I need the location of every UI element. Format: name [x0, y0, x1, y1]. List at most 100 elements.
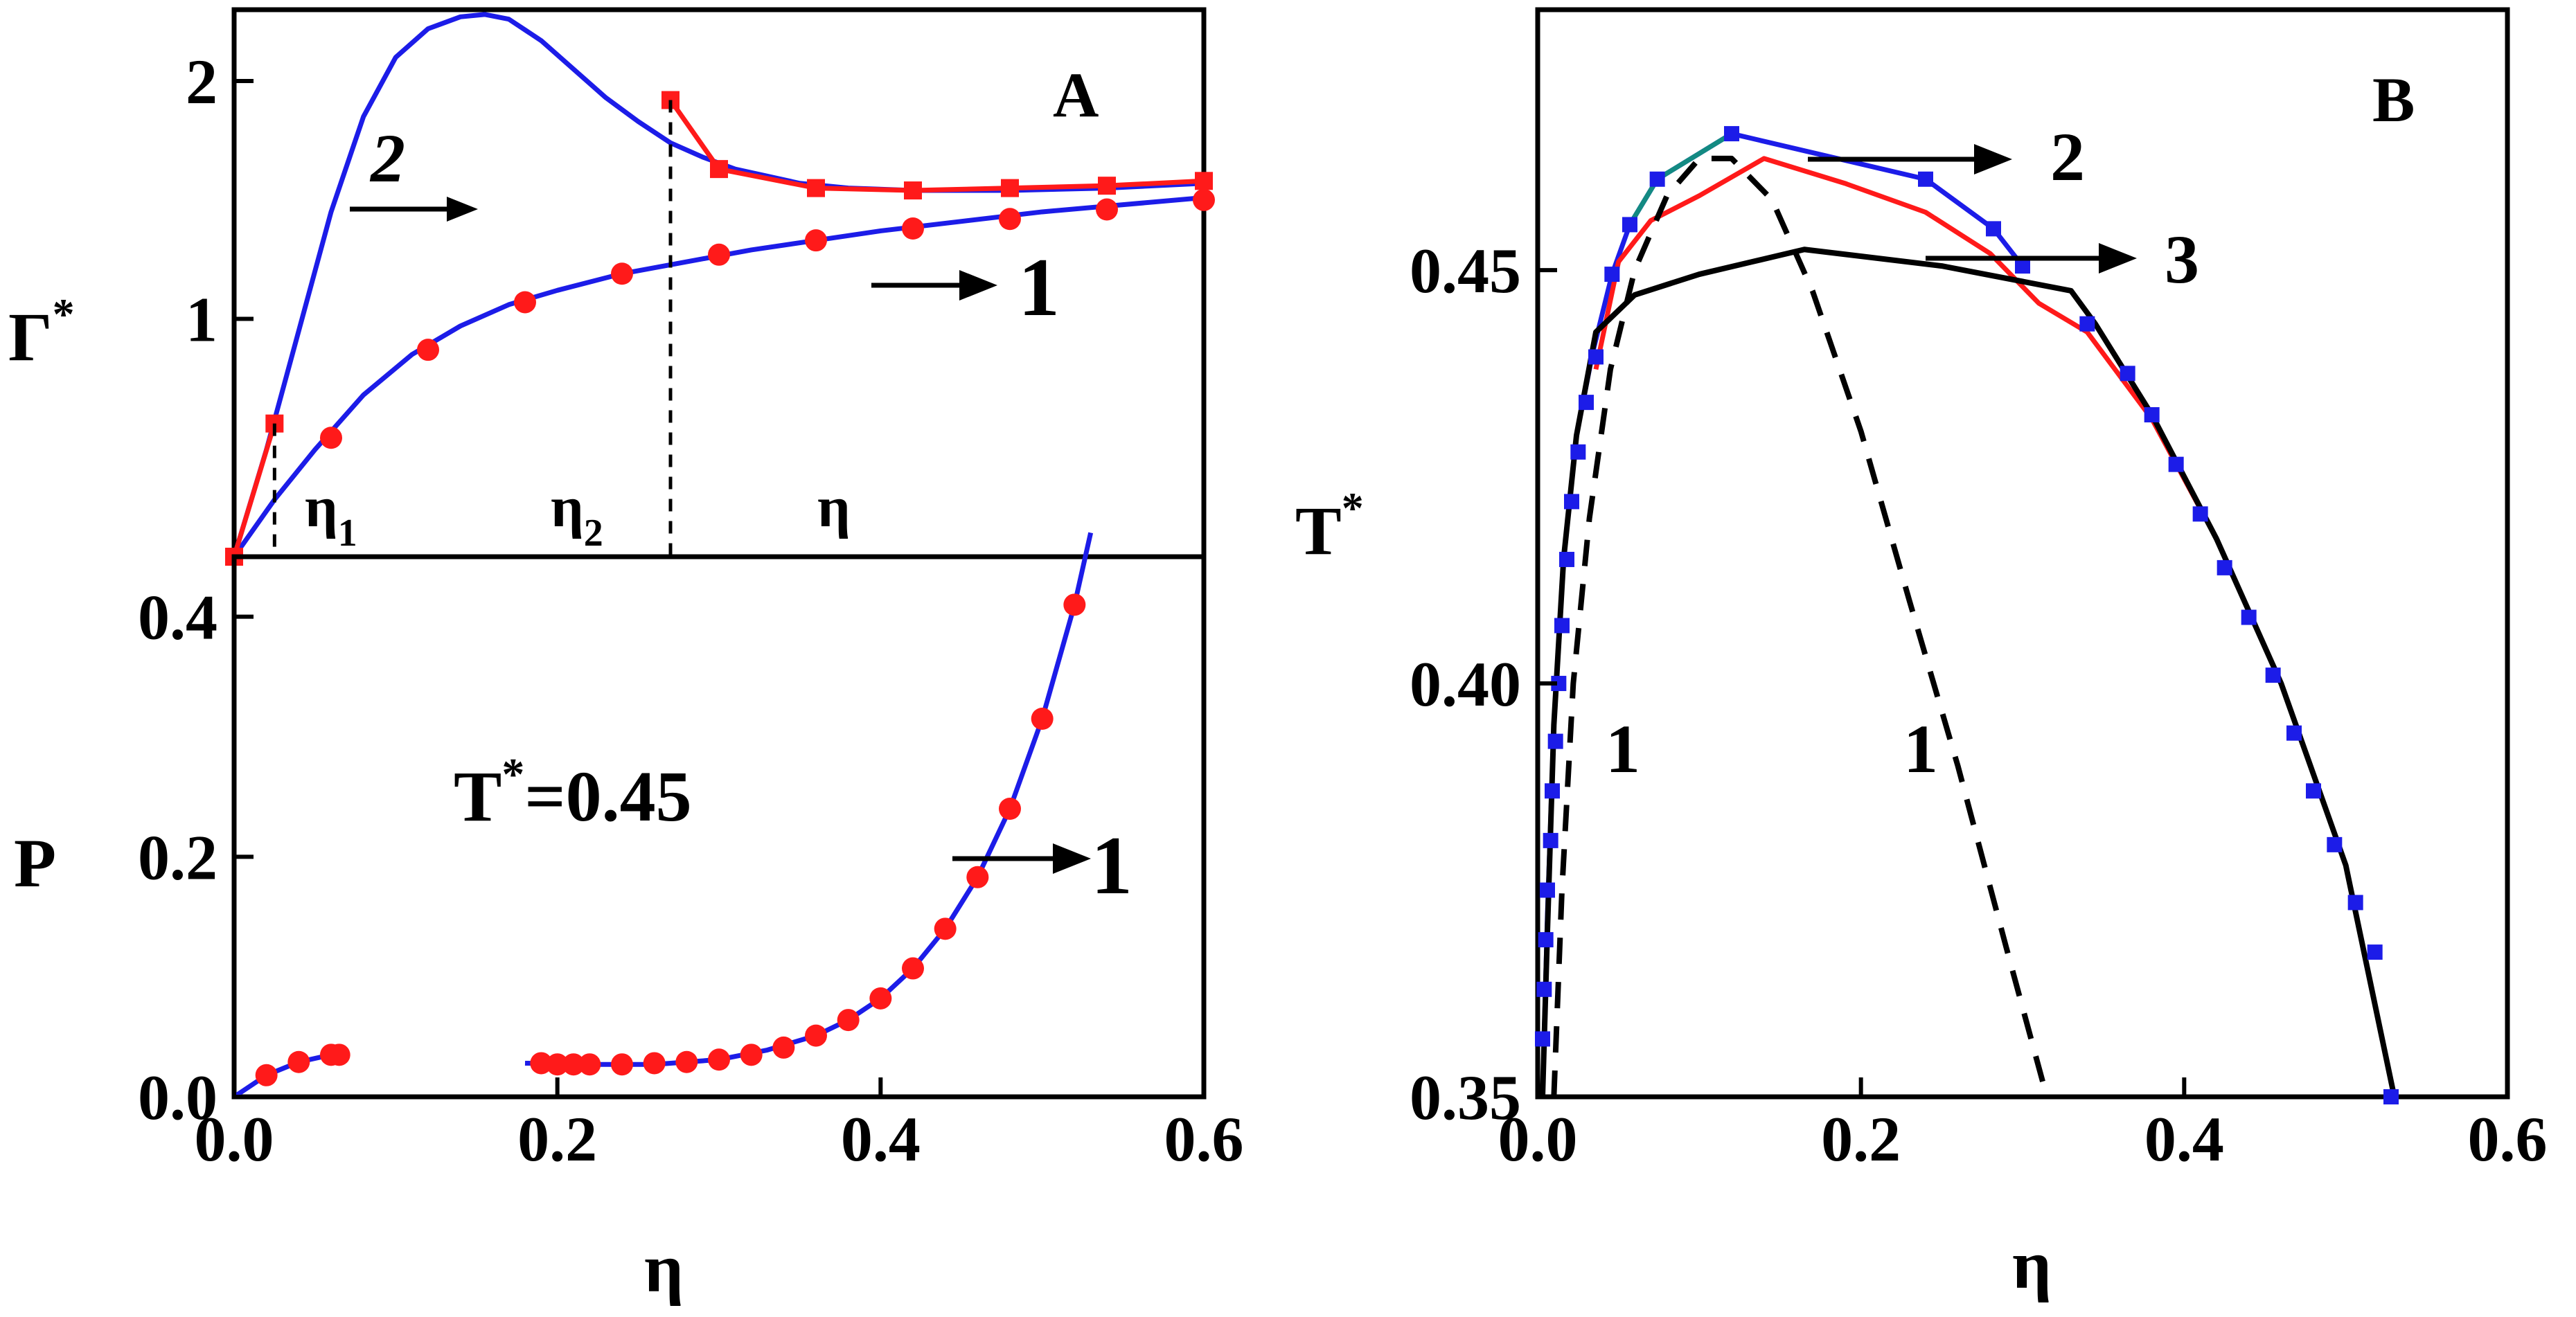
data-point-data-red-circles-	[328, 1043, 350, 1066]
panel-b-ticks: 0.35 0.40 0.45 0.0 0.2 0.4 0.6	[1410, 235, 2548, 1174]
data-point-curve-1-data-red-circles-	[611, 262, 633, 285]
panel-b-plot: 0.35 0.40 0.45 0.0 0.2 0.4 0.6 B T* η 1 1 2 3	[1295, 7, 2548, 1303]
data-point-blue-squares	[2286, 725, 2302, 741]
data-point-red-line-high-branch	[1098, 177, 1116, 195]
data-point-blue-squares	[1547, 733, 1563, 749]
data-point-blue-squares	[2347, 895, 2363, 911]
y-axis-title-t-sup: *	[1342, 483, 1364, 532]
data-point-data-red-circles-	[999, 798, 1021, 820]
data-point-blue-squares	[1604, 267, 1620, 283]
data-point-data-red-circles-	[562, 1053, 585, 1076]
annotation-1-arrowhead	[959, 270, 997, 301]
data-point-blue-squares	[1649, 171, 1665, 187]
y-axis-title-gamma: Γ*	[8, 289, 75, 375]
eta1-symbol: η	[305, 475, 338, 539]
data-point-blue-squares	[1543, 832, 1558, 848]
annotation-b-2-arrow: 2	[1808, 118, 2085, 195]
data-point-red-line-high-branch	[807, 179, 825, 197]
panel-a-bottom-plot: 0.0 0.2 0.4 0.0 0.2 0.4 0.6 P η T*=0.45 1	[14, 532, 1244, 1307]
data-point-data-red-circles-	[578, 1053, 601, 1076]
data-point-blue-squares	[1588, 349, 1604, 365]
data-point-curve-1-data-red-circles-	[320, 427, 342, 449]
data-point-data-red-circles-	[530, 1052, 553, 1075]
data-point-data-red-circles-	[805, 1024, 827, 1047]
y-tick-label: 0.45	[1410, 235, 1521, 306]
panel-a-bottom-ticks: 0.0 0.2 0.4 0.0 0.2 0.4 0.6	[138, 582, 1244, 1174]
data-point-data-red-circles-	[287, 1050, 310, 1073]
data-point-blue-squares	[2327, 836, 2343, 852]
annotation-2-arrowhead	[447, 197, 478, 222]
data-point-curve-1-data-red-circles-	[1193, 188, 1215, 211]
series-line-curve-1-black-dashed-	[1551, 155, 2050, 1098]
eta1-label: η1	[305, 475, 357, 555]
panel-b-markers	[1535, 126, 2399, 1104]
annotation-bottom-1-arrow: 1	[952, 819, 1132, 911]
temperature-annotation-value: =0.45	[524, 757, 691, 836]
data-point-blue-squares	[1540, 882, 1555, 898]
data-point-curve-1-data-red-circles-	[999, 208, 1021, 231]
data-point-red-line-high-branch	[1001, 179, 1019, 197]
eta1-subscript: 1	[338, 512, 357, 555]
y-tick-label: 2	[186, 46, 217, 117]
data-point-data-red-circles-	[869, 987, 892, 1010]
y-tick-label: 0.2	[138, 822, 217, 893]
data-point-blue-squares	[1724, 126, 1739, 142]
eta2-subscript: 2	[584, 512, 603, 555]
panel-b-frame	[1535, 7, 2510, 1100]
annotation-1-arrow: 1	[871, 241, 1060, 333]
data-point-data-red-circles-	[902, 957, 924, 980]
annotation-b-3-arrow: 3	[1926, 221, 2199, 298]
data-point-blue-squares	[2265, 668, 2281, 683]
annotation-2-arrow: 2	[350, 120, 478, 222]
data-point-data-red-circles-	[837, 1009, 860, 1032]
x-axis-title-eta-b: η	[2012, 1226, 2052, 1303]
data-point-blue-squares	[1986, 221, 2001, 237]
panel-letter-a: A	[1053, 60, 1099, 130]
data-point-blue-squares	[2383, 1089, 2399, 1104]
x-tick-label: 0.2	[517, 1104, 597, 1174]
y-tick-label: 0.0	[138, 1062, 217, 1133]
annotation-bottom-1-label: 1	[1091, 819, 1132, 911]
panel-a-top-plot: 12 Γ* A η1 η2 η 2 1	[8, 7, 1215, 566]
annotation-b-3-label: 3	[2165, 221, 2199, 298]
data-point-data-red-circles-	[708, 1048, 730, 1071]
data-point-data-red-circles-	[966, 866, 989, 888]
data-point-blue-squares	[2306, 783, 2321, 799]
x-axis-title-eta-a: η	[644, 1230, 684, 1307]
x-tick-label: 0.0	[1498, 1104, 1578, 1174]
data-point-curve-1-data-red-circles-	[514, 291, 536, 314]
y-axis-title-gamma-text: Γ	[8, 298, 53, 375]
temperature-annotation-sup: *	[501, 749, 524, 800]
y-tick-label: 1	[186, 285, 217, 355]
data-point-curve-1-data-red-circles-	[708, 243, 730, 266]
series-line-red-line	[1593, 156, 2397, 1098]
data-point-blue-squares	[1570, 444, 1586, 460]
x-tick-label: 0.6	[2468, 1104, 2548, 1174]
data-point-data-red-circles-	[643, 1052, 666, 1075]
data-point-data-red-circles-	[1063, 593, 1086, 616]
data-point-blue-squares	[1536, 981, 1552, 997]
data-point-data-red-circles-	[772, 1036, 795, 1059]
panel-a-bottom-markers	[255, 593, 1086, 1086]
annotation-b-2-arrowhead	[1974, 144, 2012, 174]
y-axis-title-gamma-sup: *	[53, 289, 75, 339]
annotation-1-label: 1	[1018, 241, 1060, 333]
series-line-red-line-low-branch	[231, 422, 277, 558]
data-point-blue-squares	[1554, 618, 1570, 634]
eta2-symbol: η	[551, 475, 584, 539]
panel-a-top-markers	[225, 91, 1215, 566]
data-point-red-line-high-branch	[904, 181, 922, 200]
y-axis-title-t: T*	[1295, 483, 1364, 569]
data-point-blue-squares	[2120, 366, 2135, 382]
eta-axis-note: η	[817, 475, 851, 539]
data-point-blue-squares	[1559, 551, 1574, 567]
annotation-2-label: 2	[369, 120, 405, 197]
y-tick-label: 0.4	[138, 582, 217, 653]
data-point-blue-squares	[2367, 944, 2383, 960]
temperature-annotation-t: T	[454, 757, 501, 836]
data-point-red-line-high-branch	[1195, 172, 1213, 190]
x-tick-label: 0.4	[841, 1104, 921, 1174]
data-point-data-red-circles-	[675, 1050, 698, 1073]
data-point-blue-squares	[2192, 506, 2208, 522]
